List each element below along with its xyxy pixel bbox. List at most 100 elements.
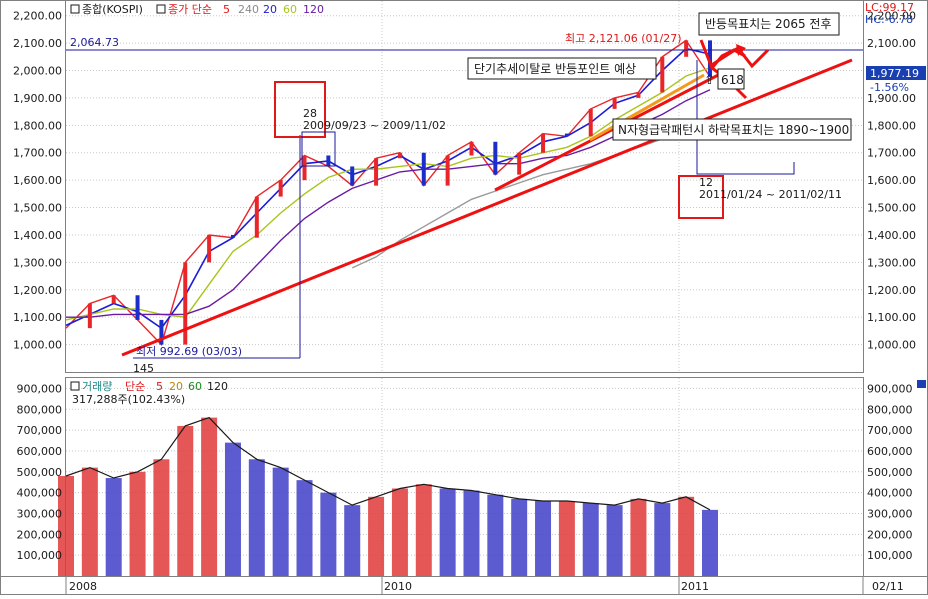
candle (302, 155, 307, 181)
volume-y-tick-label: 500,000 (17, 466, 63, 479)
period-1-count: 28 (303, 107, 317, 120)
candle (397, 152, 402, 159)
volume-bar (201, 417, 218, 576)
volume-bar (129, 471, 146, 576)
candle (87, 303, 92, 329)
volume-y-tick-label: 800,000 (17, 403, 63, 416)
price-y-tick-label: 2,100.00 (867, 37, 916, 50)
price-y-tick-label: 1,400.00 (13, 229, 62, 242)
ma-period-5: 5 (223, 3, 230, 16)
price-y-tick-label: 1,300.00 (13, 256, 62, 269)
volume-bar (654, 503, 671, 576)
callout-target-text: 반등목표치는 2065 전후 (705, 17, 832, 31)
ma-label: 종가 단순 (168, 3, 212, 16)
price-y-tick-label: 1,500.00 (867, 202, 916, 215)
price-y-tick-label: 1,600.00 (867, 174, 916, 187)
volume-checkbox-icon[interactable] (70, 381, 80, 391)
volume-plot (58, 416, 718, 576)
candle (326, 155, 331, 167)
volume-bar (81, 467, 98, 576)
period-bracket-2 (696, 60, 795, 175)
price-y-tick-label: 1,200.00 (867, 284, 916, 297)
candle (708, 40, 712, 77)
volume-bar (320, 492, 337, 576)
ma-period-240: 240 (238, 3, 259, 16)
volume-current-value: 317,288주(102.43%) (72, 393, 185, 406)
low-count: 145 (133, 362, 154, 375)
candle (230, 234, 235, 238)
volume-bar (439, 488, 456, 576)
callout-rebound-text: 단기추세이탈로 반등포인트 예상 (474, 62, 636, 76)
candle (493, 141, 498, 175)
price-y-tick-label: 2,200.00 (867, 10, 916, 23)
volume-bar (153, 459, 170, 576)
volume-bar (105, 478, 122, 576)
volume-ma-line (65, 416, 711, 511)
volume-bar (296, 480, 313, 576)
volume-y-tick-label: 600,000 (867, 445, 913, 458)
current-value-badge (866, 66, 926, 80)
volume-current-marker (917, 380, 926, 388)
price-y-tick-label: 1,800.00 (867, 119, 916, 132)
volume-y-tick-label: 300,000 (17, 507, 63, 520)
price-y-tick-label: 1,800.00 (13, 119, 62, 132)
ma-checkbox-icon[interactable] (156, 4, 166, 14)
volume-y-tick-label: 100,000 (867, 549, 913, 562)
period-2-count: 12 (699, 176, 713, 189)
price-y-tick-label: 1,700.00 (13, 147, 62, 160)
price-y-tick-label: 2,200.00 (13, 10, 62, 23)
candle (445, 155, 450, 186)
volume-bar (368, 496, 385, 576)
candle (159, 319, 164, 345)
price-y-tick-label: 1,400.00 (867, 229, 916, 242)
candle (684, 40, 689, 57)
price-y-tick-label: 1,900.00 (867, 92, 916, 105)
volume-bar (535, 500, 552, 576)
candle (278, 180, 283, 197)
volume-bar (224, 442, 241, 576)
x-axis-frame (0, 576, 928, 595)
volume-y-tick-label: 900,000 (867, 382, 913, 395)
price-y-ticks-left: 2,200.00 2,100.00 2,000.00 1,900.00 1,800.00… (13, 10, 62, 352)
volume-y-tick-label: 100,000 (17, 549, 63, 562)
mid-trend-line-orange (589, 73, 705, 142)
price-series-20 (65, 47, 711, 330)
up-arrow-icon: ⇧ (704, 73, 715, 88)
volume-bar (702, 509, 718, 576)
price-y-ticks-right: 2,200.002,100.002,000.001,900.001,800.00… (867, 10, 916, 352)
price-y-tick-label: 1,000.00 (867, 339, 916, 352)
volume-ma-period-60: 60 (188, 380, 202, 393)
price-y-tick-label: 2,000.00 (13, 65, 62, 78)
price-y-tick-label: 1,500.00 (13, 202, 62, 215)
volume-y-tick-label: 900,000 (17, 382, 63, 395)
short-trend-line (494, 68, 729, 192)
projection-arrow-2 (709, 45, 770, 69)
volume-title: 거래량 (82, 380, 112, 393)
candle (254, 196, 259, 238)
volume-y-ticks-left: 900,000 800,000 700,000 600,000 500,000 400,0… (17, 382, 63, 562)
price-y-tick-label: 1,900.00 (13, 92, 62, 105)
callout-target-box (698, 12, 840, 36)
period-box-1 (274, 81, 326, 138)
lc-label: LC:99.17 (865, 1, 914, 14)
low-label: 최저 992.69 (03/03) (136, 345, 242, 358)
candle (660, 56, 665, 93)
price-checkbox-icon[interactable] (70, 4, 80, 14)
high-label: 최고 2,121.06 (01/27) (565, 32, 682, 45)
price-series-240 (351, 119, 711, 269)
volume-bar (558, 500, 575, 576)
price-y-tick-label: 1,100.00 (13, 311, 62, 324)
volume-ma-period-120: 120 (207, 380, 228, 393)
candle (636, 92, 641, 98)
price-y-tick-label: 1,100.00 (867, 311, 916, 324)
price-y-tick-label: 1,600.00 (13, 174, 62, 187)
candle (588, 108, 593, 137)
volume-bar (415, 484, 432, 576)
callout-rebound-box (467, 57, 657, 80)
current-value: 1,977.19 (870, 67, 919, 80)
candle (541, 133, 546, 153)
change-percent: -1.56% (870, 81, 909, 94)
candle (111, 295, 116, 304)
